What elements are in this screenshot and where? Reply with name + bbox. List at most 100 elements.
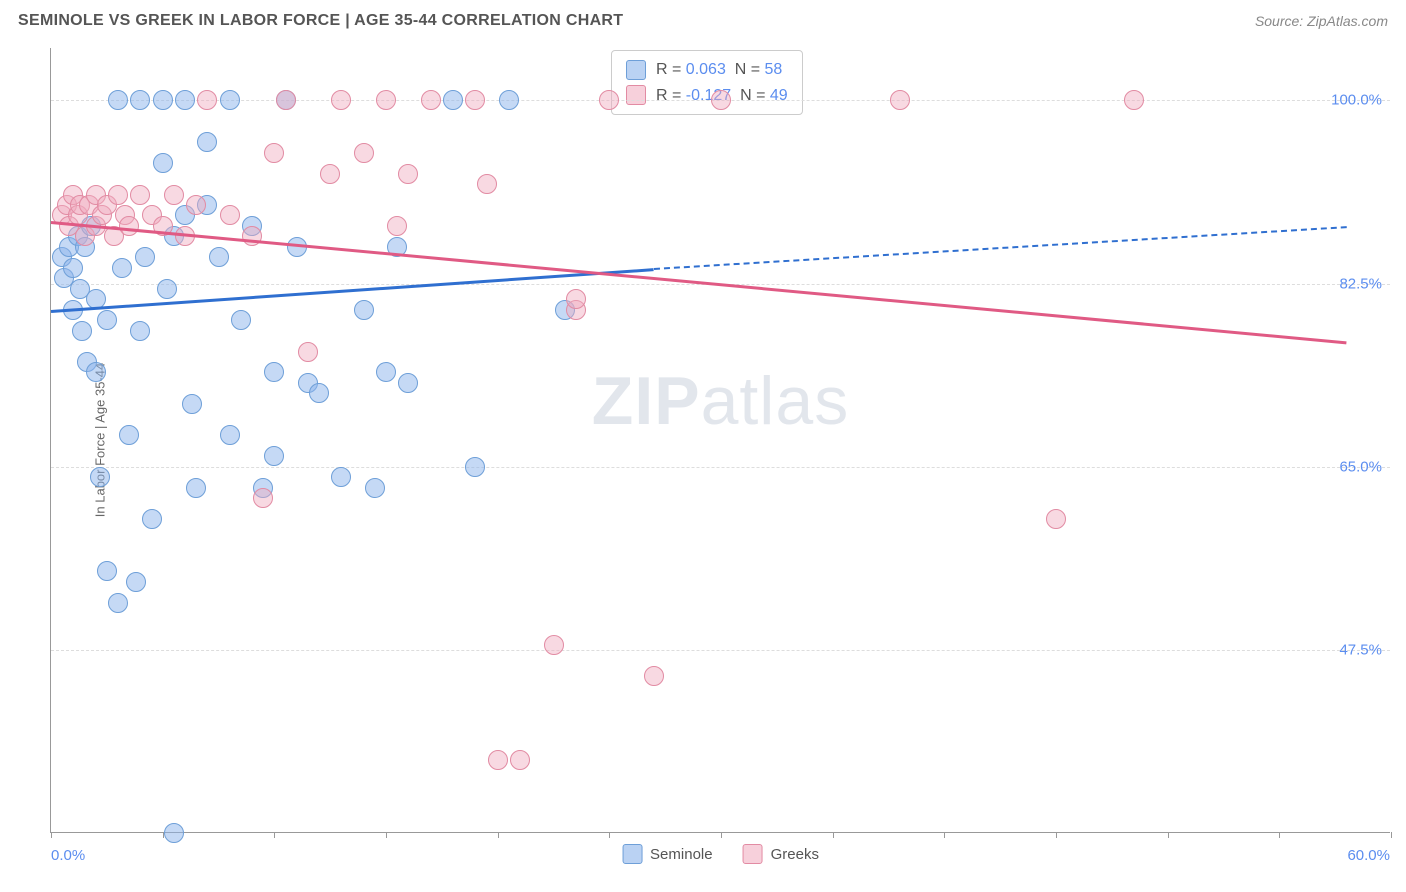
y-tick-label: 47.5% xyxy=(1339,641,1382,658)
data-point xyxy=(365,478,385,498)
legend-item-greeks: Greeks xyxy=(743,844,819,864)
x-tick xyxy=(1279,832,1280,838)
data-point xyxy=(126,572,146,592)
data-point xyxy=(186,195,206,215)
data-point xyxy=(599,90,619,110)
data-point xyxy=(157,279,177,299)
data-point xyxy=(112,258,132,278)
watermark: ZIPatlas xyxy=(592,362,849,440)
data-point xyxy=(443,90,463,110)
data-point xyxy=(253,488,273,508)
data-point xyxy=(331,90,351,110)
data-point xyxy=(108,90,128,110)
data-point xyxy=(711,90,731,110)
data-point xyxy=(197,132,217,152)
x-label-left: 0.0% xyxy=(51,847,85,864)
chart-header: SEMINOLE VS GREEK IN LABOR FORCE | AGE 3… xyxy=(0,0,1406,38)
data-point xyxy=(354,300,374,320)
chart-source: Source: ZipAtlas.com xyxy=(1255,13,1388,29)
x-label-right: 60.0% xyxy=(1347,847,1390,864)
data-point xyxy=(354,143,374,163)
data-point xyxy=(175,90,195,110)
data-point xyxy=(130,185,150,205)
data-point xyxy=(108,185,128,205)
data-point xyxy=(182,394,202,414)
x-tick xyxy=(833,832,834,838)
x-tick xyxy=(609,832,610,838)
data-point xyxy=(465,457,485,477)
data-point xyxy=(544,635,564,655)
data-point xyxy=(387,216,407,236)
data-point xyxy=(1046,509,1066,529)
legend-row-greeks: R = -0.127 N = 49 xyxy=(626,83,788,109)
x-tick xyxy=(498,832,499,838)
y-tick-label: 82.5% xyxy=(1339,275,1382,292)
data-point xyxy=(264,362,284,382)
data-point xyxy=(264,446,284,466)
data-point xyxy=(97,310,117,330)
y-axis-label: In Labor Force | Age 35-44 xyxy=(93,363,108,517)
data-point xyxy=(276,90,296,110)
x-tick xyxy=(386,832,387,838)
x-tick xyxy=(274,832,275,838)
data-point xyxy=(331,467,351,487)
data-point xyxy=(376,362,396,382)
data-point xyxy=(398,373,418,393)
data-point xyxy=(510,750,530,770)
data-point xyxy=(130,90,150,110)
data-point xyxy=(142,509,162,529)
data-point xyxy=(264,143,284,163)
data-point xyxy=(890,90,910,110)
data-point xyxy=(153,153,173,173)
data-point xyxy=(86,362,106,382)
x-tick xyxy=(51,832,52,838)
data-point xyxy=(197,90,217,110)
legend-row-seminole: R = 0.063 N = 58 xyxy=(626,57,788,83)
data-point xyxy=(119,425,139,445)
legend-swatch-pink xyxy=(743,844,763,864)
swatch-greeks xyxy=(626,85,646,105)
data-point xyxy=(90,467,110,487)
chart-title: SEMINOLE VS GREEK IN LABOR FORCE | AGE 3… xyxy=(18,12,623,30)
data-point xyxy=(231,310,251,330)
data-point xyxy=(130,321,150,341)
y-tick-label: 100.0% xyxy=(1331,92,1382,109)
x-tick xyxy=(1168,832,1169,838)
swatch-seminole xyxy=(626,60,646,80)
data-point xyxy=(421,90,441,110)
data-point xyxy=(153,90,173,110)
data-point xyxy=(566,289,586,309)
chart-container: In Labor Force | Age 35-44 ZIPatlas R = … xyxy=(50,48,1390,833)
data-point xyxy=(220,90,240,110)
data-point xyxy=(644,666,664,686)
data-point xyxy=(376,90,396,110)
plot-area: In Labor Force | Age 35-44 ZIPatlas R = … xyxy=(50,48,1390,833)
data-point xyxy=(119,216,139,236)
data-point xyxy=(164,185,184,205)
correlation-legend: R = 0.063 N = 58 R = -0.127 N = 49 xyxy=(611,50,803,115)
data-point xyxy=(398,164,418,184)
data-point xyxy=(465,90,485,110)
data-point xyxy=(97,561,117,581)
data-point xyxy=(63,258,83,278)
legend-item-seminole: Seminole xyxy=(622,844,713,864)
data-point xyxy=(320,164,340,184)
data-point xyxy=(220,425,240,445)
data-point xyxy=(135,247,155,267)
series-legend: Seminole Greeks xyxy=(622,844,819,864)
data-point xyxy=(164,823,184,843)
data-point xyxy=(209,247,229,267)
data-point xyxy=(488,750,508,770)
data-point xyxy=(309,383,329,403)
y-tick-label: 65.0% xyxy=(1339,458,1382,475)
data-point xyxy=(298,342,318,362)
data-point xyxy=(220,205,240,225)
gridline xyxy=(51,650,1390,651)
data-point xyxy=(186,478,206,498)
data-point xyxy=(72,321,92,341)
trend-line xyxy=(654,226,1346,270)
x-tick xyxy=(721,832,722,838)
gridline xyxy=(51,467,1390,468)
data-point xyxy=(242,226,262,246)
x-tick xyxy=(944,832,945,838)
